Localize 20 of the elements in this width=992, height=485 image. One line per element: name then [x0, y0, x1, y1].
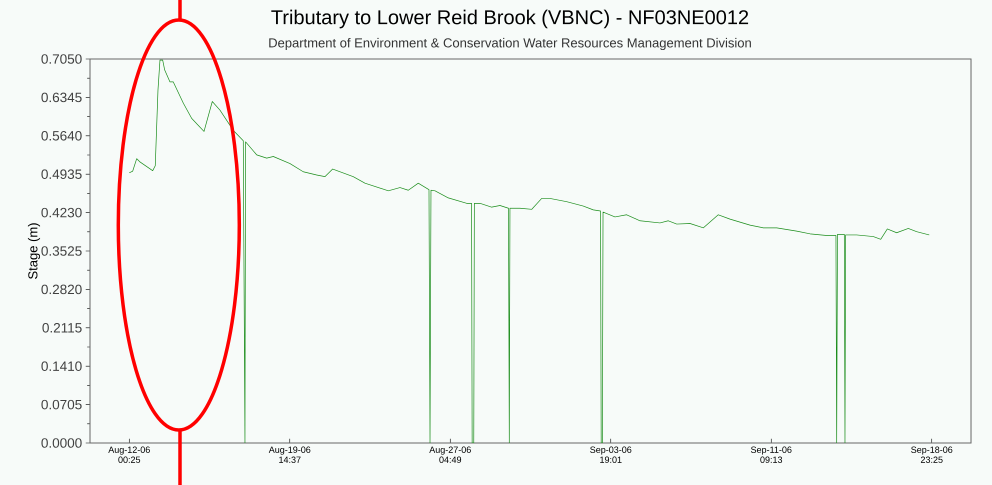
y-tick-label: 0.1410: [41, 361, 82, 371]
x-tick-label: Aug-19-06 14:37: [268, 446, 310, 463]
x-tick-label: Aug-12-06 00:25: [108, 446, 150, 463]
x-tick-label: Aug-27-06 04:49: [429, 446, 471, 463]
y-tick-label: 0.6345: [41, 92, 82, 102]
x-tick-label: Sep-18-06 23:25: [911, 446, 952, 463]
x-tick-label: Sep-11-06 09:13: [750, 446, 792, 463]
y-tick-label: 0.2820: [41, 284, 82, 294]
chart-subtitle: Department of Environment & Conservation Water Resources Management Division: [269, 38, 751, 50]
y-tick-label: 0.2115: [42, 323, 82, 333]
y-tick-label: 0.5640: [41, 131, 82, 141]
x-tick-label: Sep-03-06 19:01: [590, 446, 632, 463]
y-tick-label: 0.0000: [41, 438, 82, 448]
y-tick-label: 0.0705: [41, 400, 82, 410]
y-tick-label: 0.3525: [41, 246, 82, 256]
chart-title: Tributary to Lower Reid Brook (VBNC) - NF03NE0012: [271, 10, 748, 28]
y-tick-label: 0.4935: [41, 169, 82, 179]
y-tick-label: 0.7050: [41, 54, 82, 64]
y-tick-label: 0.4230: [41, 208, 82, 218]
y-axis-title: Stage (m): [28, 223, 40, 279]
